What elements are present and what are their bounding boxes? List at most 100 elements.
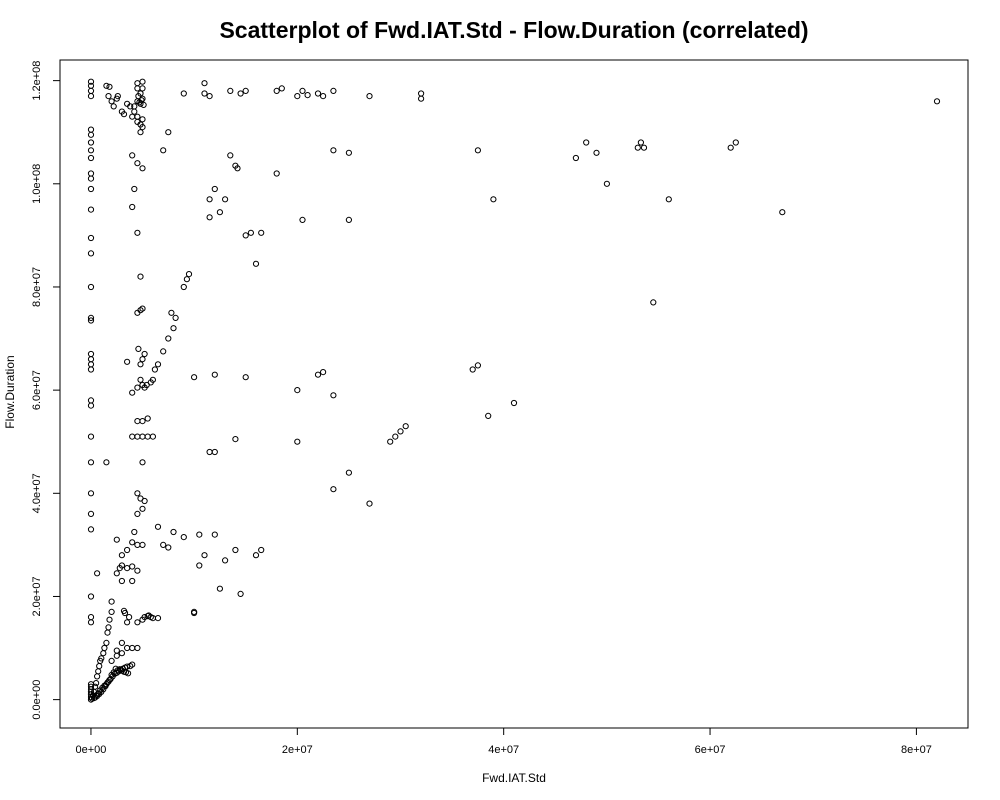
data-point [134, 490, 141, 497]
data-point [134, 85, 141, 92]
data-point [96, 663, 103, 670]
data-point [366, 500, 373, 507]
data-point [314, 90, 322, 97]
data-point [211, 448, 218, 456]
data-point [650, 299, 657, 306]
data-point [469, 366, 476, 373]
data-point [180, 283, 187, 291]
data-point [227, 152, 234, 159]
data-point [139, 418, 146, 425]
data-point [131, 108, 138, 115]
data-point [330, 392, 337, 399]
data-point [129, 152, 136, 159]
y-axis: 0.0e+00 2.0e+07 4.0e+07 6.0e+07 8.0e+07 1.0e+… [31, 61, 61, 720]
y-tick-label: 2.0e+07 [31, 576, 43, 616]
data-point [299, 87, 306, 95]
data-point [320, 369, 327, 376]
data-point [258, 229, 265, 236]
data-point [113, 570, 120, 577]
data-point [118, 577, 126, 585]
data-point [87, 317, 95, 324]
data-point [201, 90, 208, 97]
data-point [634, 144, 641, 151]
x-tick-label: 8e+07 [901, 744, 932, 756]
data-point [87, 593, 95, 600]
chart-title: Scatterplot of Fwd.IAT.Std - Flow.Durati… [219, 17, 808, 43]
data-point [141, 350, 148, 358]
data-point [87, 93, 95, 100]
data-point [103, 639, 110, 647]
data-point [105, 93, 112, 100]
data-point [320, 93, 327, 100]
data-point [191, 609, 198, 617]
plot-frame [59, 59, 969, 729]
data-point [206, 196, 213, 203]
y-tick-label: 8.0e+07 [31, 267, 43, 307]
data-point [87, 234, 95, 242]
data-point [126, 614, 133, 621]
data-point [216, 209, 223, 216]
data-point [87, 433, 95, 440]
data-point [160, 147, 167, 154]
data-point [665, 196, 672, 203]
data-point [180, 90, 187, 97]
data-point [134, 567, 141, 574]
data-point [603, 180, 611, 187]
data-point [87, 361, 95, 368]
data-point [87, 619, 95, 626]
data-point [583, 139, 590, 146]
data-point [196, 531, 203, 538]
y-tick-label: 4.0e+07 [31, 473, 43, 513]
data-point [402, 423, 409, 430]
data-point [139, 305, 146, 312]
data-point [196, 562, 203, 569]
data-point [139, 85, 146, 92]
data-point [137, 376, 144, 383]
data-point [170, 528, 177, 536]
data-point [141, 497, 148, 505]
data-point [134, 80, 141, 87]
data-point [134, 229, 141, 236]
data-point [134, 619, 141, 626]
data-point [165, 335, 172, 342]
data-point [139, 459, 146, 466]
data-point [87, 490, 95, 497]
data-point [151, 366, 158, 373]
data-point [87, 78, 95, 85]
data-point [87, 206, 95, 213]
data-point [125, 670, 132, 677]
data-point [87, 147, 95, 154]
data-point [134, 160, 141, 167]
data-point [252, 260, 260, 267]
data-point [314, 371, 322, 378]
data-point [211, 371, 218, 378]
data-point [232, 436, 239, 443]
data-point [87, 356, 95, 363]
data-point [366, 93, 373, 100]
data-point [247, 229, 254, 236]
data-point [118, 650, 126, 657]
data-point [237, 590, 244, 598]
data-point [87, 185, 95, 193]
data-point [330, 87, 337, 95]
data-point [87, 397, 95, 404]
data-point [139, 356, 146, 363]
data-point [149, 376, 156, 383]
data-point [485, 412, 492, 419]
data-point [124, 546, 131, 554]
data-point [110, 103, 117, 110]
data-point [242, 374, 249, 381]
data-point [92, 683, 99, 690]
data-point [137, 121, 144, 128]
data-point [87, 459, 95, 466]
data-point [103, 82, 110, 89]
data-point [294, 387, 301, 394]
data-points [87, 78, 941, 703]
data-point [95, 668, 102, 675]
data-point [121, 609, 129, 617]
data-point [113, 647, 120, 654]
data-point [100, 650, 107, 657]
data-point [294, 93, 301, 100]
data-point [234, 165, 241, 172]
data-point [387, 438, 394, 445]
